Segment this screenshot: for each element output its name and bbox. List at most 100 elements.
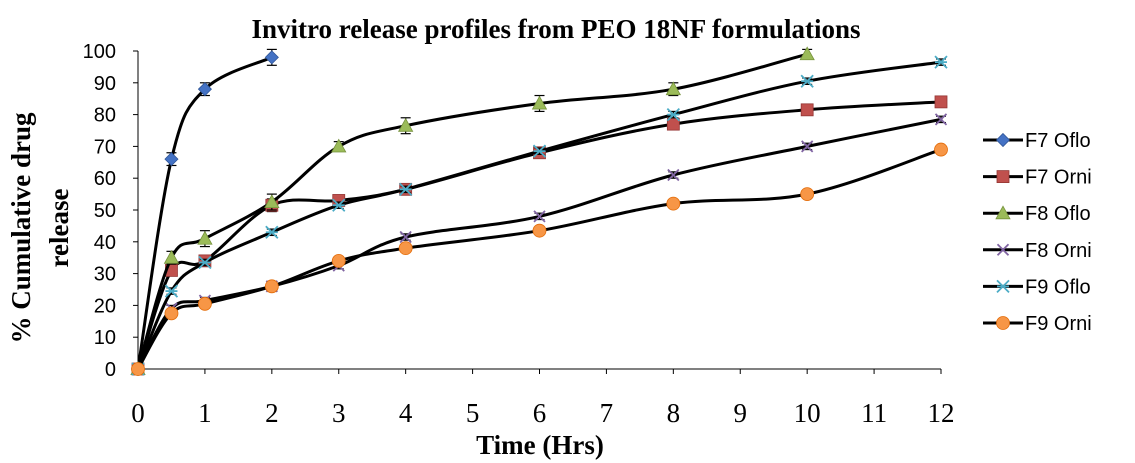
- series-line: [136, 52, 809, 371]
- y-tick-label: 100: [83, 41, 116, 63]
- y-tick-label: 70: [94, 136, 116, 158]
- data-point-f8-orni: [399, 230, 412, 244]
- legend-label: F8 Orni: [1025, 240, 1092, 262]
- legend-swatch-marker: [996, 279, 1010, 294]
- data-point-f9-orni: [800, 187, 815, 202]
- data-point-f9-orni: [934, 142, 948, 157]
- x-tick-label: 10: [794, 398, 821, 428]
- data-point-f9-orni: [131, 362, 145, 376]
- data-point-f9-orni: [198, 296, 212, 311]
- marker-stroke: [399, 230, 412, 244]
- legend-item-f8-orni: F8 Orni: [983, 240, 1092, 262]
- x-tick-label: 2: [265, 398, 279, 428]
- series-line: [136, 55, 274, 371]
- data-point-f9-oflo: [198, 255, 212, 270]
- data-point-f9-orni: [666, 196, 681, 211]
- legend-item-f9-oflo: F9 Oflo: [983, 276, 1091, 298]
- legend-label: F7 Oflo: [1025, 130, 1091, 152]
- data-point-f9-oflo: [332, 198, 346, 212]
- y-tick-label: 50: [94, 200, 116, 222]
- series-line: [136, 148, 943, 371]
- legend-label: F8 Oflo: [1025, 203, 1091, 225]
- y-tick-label: 80: [94, 105, 116, 127]
- data-point-f9-orni: [532, 223, 547, 238]
- data-point-f8-oflo: [163, 249, 180, 264]
- legend-label: F7 Orni: [1025, 167, 1092, 189]
- data-point-f8-oflo: [665, 81, 682, 96]
- data-point-f9-orni: [264, 279, 279, 294]
- x-tick-label: 1: [198, 398, 212, 428]
- marker-stroke: [934, 113, 948, 126]
- data-point-f9-oflo: [666, 107, 680, 122]
- data-point-f8-orni: [934, 113, 948, 126]
- x-tick-label: 12: [928, 398, 955, 428]
- x-axis-label: Time (Hrs): [476, 430, 604, 460]
- y-axis-label-line-1: % Cumulative drug: [6, 112, 36, 344]
- chart-title: Invitro release profiles from PEO 18NF f…: [252, 14, 861, 44]
- x-tick-label: 0: [131, 398, 145, 428]
- series-f9-orni: [131, 142, 948, 376]
- legend-swatch-marker: [995, 132, 1011, 148]
- x-tick-label: 9: [734, 398, 748, 428]
- x-tick-label: 5: [466, 398, 480, 428]
- x-tick-label: 8: [667, 398, 681, 428]
- y-tick-label: 0: [105, 359, 116, 381]
- y-tick-label: 30: [94, 264, 116, 286]
- data-point-f8-orni: [533, 210, 546, 223]
- y-tick-label: 60: [94, 168, 116, 190]
- legend-swatch-marker: [996, 170, 1010, 184]
- x-tick-label: 7: [600, 398, 614, 428]
- legend-swatch-marker: [996, 243, 1010, 256]
- data-point-f9-oflo: [800, 74, 814, 88]
- data-point-f9-orni: [331, 253, 346, 268]
- legend-item-f9-orni: F9 Orni: [983, 313, 1092, 335]
- data-point-f9-oflo: [399, 182, 413, 196]
- marker-stroke: [533, 210, 546, 223]
- marker-stroke: [801, 140, 814, 153]
- legend: F7 Oflo F7 Orni F8 Oflo F8 Orni F9 Oflo F9 Or…: [983, 130, 1092, 335]
- legend-swatch-marker: [996, 316, 1010, 330]
- series-f8-oflo: [130, 46, 815, 376]
- x-tick-label: 3: [332, 398, 346, 428]
- x-tick-labels: 0 1 2 3 4 5 6 7 8 9 10 11 12: [131, 369, 955, 428]
- y-tick-label: 20: [94, 295, 116, 317]
- data-point-f9-oflo: [532, 144, 547, 158]
- legend-item-f7-orni: F7 Orni: [983, 167, 1092, 189]
- y-tick-label: 10: [94, 327, 116, 349]
- data-point-f8-orni: [667, 168, 680, 182]
- legend-item-f7-oflo: F7 Oflo: [983, 130, 1091, 152]
- data-point-f7-orni: [934, 95, 948, 109]
- marker-stroke: [667, 168, 680, 182]
- x-tick-label: 11: [861, 398, 887, 428]
- legend-swatch-marker: [995, 205, 1011, 220]
- legend-item-f8-oflo: F8 Oflo: [983, 203, 1091, 225]
- data-point-f8-oflo: [331, 138, 347, 153]
- y-tick-label: 40: [94, 232, 116, 254]
- legend-label: F9 Oflo: [1025, 276, 1091, 298]
- data-point-f7-oflo: [164, 152, 179, 167]
- data-point-f7-oflo: [264, 50, 279, 65]
- data-point-f8-oflo: [197, 230, 213, 245]
- series-layer: [130, 46, 948, 377]
- x-tick-label: 6: [533, 398, 547, 428]
- y-tick-label: 90: [94, 73, 116, 95]
- data-point-f7-orni: [800, 103, 814, 117]
- y-axis-label-line-2: release: [44, 189, 74, 268]
- data-point-f9-orni: [164, 306, 179, 321]
- y-tick-labels: 0 10 20 30 40 50 60 70 80 90 100: [83, 41, 138, 381]
- x-tick-label: 4: [399, 398, 413, 428]
- data-point-f9-oflo: [934, 55, 948, 69]
- data-point-f8-oflo: [397, 117, 414, 132]
- marker-stroke: [996, 243, 1010, 256]
- data-point-f8-oflo: [799, 46, 815, 61]
- y-axis-label: % Cumulative drug release: [6, 112, 74, 344]
- data-point-f9-orni: [398, 241, 413, 256]
- data-point-f7-oflo: [197, 82, 212, 97]
- data-point-f9-oflo: [265, 225, 279, 239]
- data-point-f8-orni: [801, 140, 814, 153]
- data-point-f8-oflo: [264, 194, 280, 209]
- data-point-f9-oflo: [164, 284, 179, 298]
- legend-label: F9 Orni: [1025, 313, 1092, 335]
